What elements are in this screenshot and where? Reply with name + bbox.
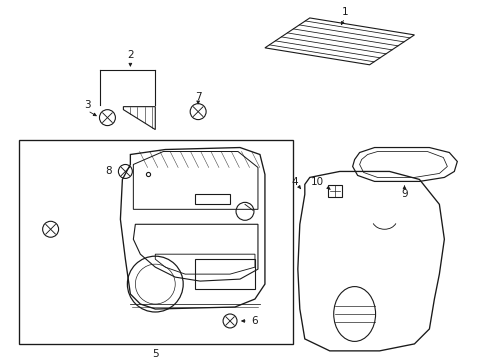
Text: 10: 10 [310, 177, 324, 188]
Bar [327, 185, 341, 197]
Text: 4: 4 [291, 177, 298, 188]
Bar [19, 140, 292, 344]
Text: 1: 1 [341, 7, 347, 17]
Text: 7: 7 [194, 92, 201, 102]
Text: 8: 8 [105, 166, 112, 176]
Text: 9: 9 [400, 189, 407, 199]
Text: 5: 5 [152, 349, 158, 359]
Text: 3: 3 [84, 100, 91, 110]
Text: 2: 2 [127, 50, 133, 60]
Text: 6: 6 [251, 316, 258, 326]
